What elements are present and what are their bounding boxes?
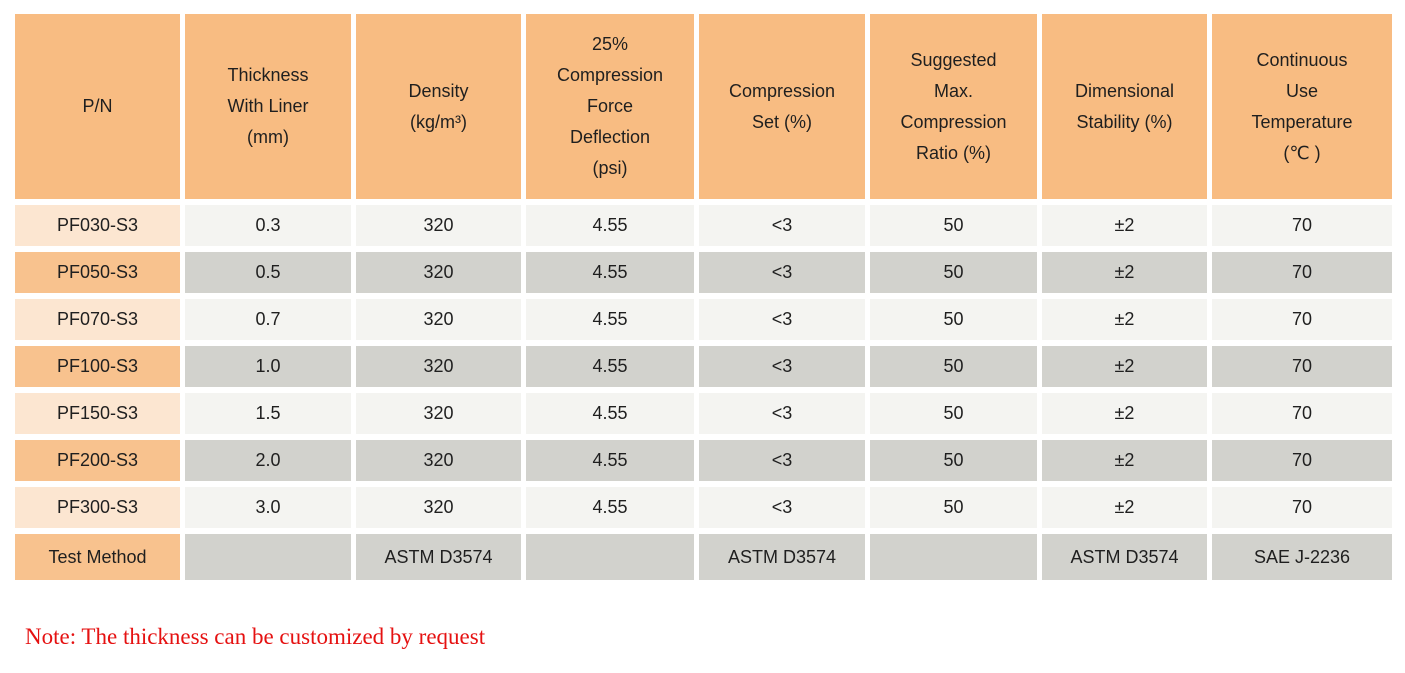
cell-pn: PF200-S3 (15, 440, 180, 481)
cell-continuous-use-temperature: SAE J-2236 (1212, 534, 1392, 580)
cell-compression-set: <3 (699, 440, 865, 481)
column-header-compression-force-deflection: 25% Compression Force Deflection (psi) (526, 14, 694, 199)
cell-pn: PF100-S3 (15, 346, 180, 387)
test-method-row: Test Method ASTM D3574 ASTM D3574 ASTM D357… (15, 534, 1392, 580)
cell-suggested-max-compression-ratio: 50 (870, 205, 1037, 246)
cell-compression-set: ASTM D3574 (699, 534, 865, 580)
cell-compression-force-deflection: 4.55 (526, 487, 694, 528)
column-header-continuous-use-temperature: Continuous Use Temperature (℃ ) (1212, 14, 1392, 199)
cell-dimensional-stability: ±2 (1042, 440, 1207, 481)
cell-density: 320 (356, 440, 521, 481)
cell-continuous-use-temperature: 70 (1212, 393, 1392, 434)
cell-pn: PF030-S3 (15, 205, 180, 246)
cell-density: 320 (356, 346, 521, 387)
cell-compression-set: <3 (699, 346, 865, 387)
cell-dimensional-stability: ±2 (1042, 487, 1207, 528)
cell-thickness-with-liner (185, 534, 351, 580)
cell-continuous-use-temperature: 70 (1212, 487, 1392, 528)
column-header-dimensional-stability: Dimensional Stability (%) (1042, 14, 1207, 199)
column-header-thickness-with-liner: Thickness With Liner (mm) (185, 14, 351, 199)
cell-pn: PF070-S3 (15, 299, 180, 340)
cell-suggested-max-compression-ratio: 50 (870, 252, 1037, 293)
table-row: PF200-S3 2.0 320 4.55 <3 50 ±2 70 (15, 440, 1392, 481)
cell-thickness-with-liner: 1.5 (185, 393, 351, 434)
column-header-pn: P/N (15, 14, 180, 199)
table-row: PF030-S3 0.3 320 4.55 <3 50 ±2 70 (15, 205, 1392, 246)
cell-pn: PF150-S3 (15, 393, 180, 434)
cell-density: 320 (356, 205, 521, 246)
cell-continuous-use-temperature: 70 (1212, 299, 1392, 340)
cell-density: ASTM D3574 (356, 534, 521, 580)
cell-thickness-with-liner: 0.3 (185, 205, 351, 246)
cell-thickness-with-liner: 2.0 (185, 440, 351, 481)
column-header-suggested-max-compression-ratio: Suggested Max. Compression Ratio (%) (870, 14, 1037, 199)
cell-pn: Test Method (15, 534, 180, 580)
cell-density: 320 (356, 487, 521, 528)
cell-compression-force-deflection: 4.55 (526, 299, 694, 340)
table-row: PF070-S3 0.7 320 4.55 <3 50 ±2 70 (15, 299, 1392, 340)
cell-pn: PF300-S3 (15, 487, 180, 528)
page: P/N Thickness With Liner (mm) Density (k… (0, 8, 1405, 673)
cell-compression-set: <3 (699, 299, 865, 340)
cell-compression-force-deflection: 4.55 (526, 346, 694, 387)
cell-suggested-max-compression-ratio: 50 (870, 440, 1037, 481)
cell-thickness-with-liner: 1.0 (185, 346, 351, 387)
spec-table: P/N Thickness With Liner (mm) Density (k… (10, 8, 1397, 586)
cell-continuous-use-temperature: 70 (1212, 440, 1392, 481)
cell-suggested-max-compression-ratio: 50 (870, 299, 1037, 340)
cell-suggested-max-compression-ratio (870, 534, 1037, 580)
cell-compression-force-deflection: 4.55 (526, 393, 694, 434)
cell-compression-force-deflection: 4.55 (526, 205, 694, 246)
cell-suggested-max-compression-ratio: 50 (870, 346, 1037, 387)
table-row: PF050-S3 0.5 320 4.55 <3 50 ±2 70 (15, 252, 1392, 293)
cell-dimensional-stability: ±2 (1042, 299, 1207, 340)
table-row: PF100-S3 1.0 320 4.55 <3 50 ±2 70 (15, 346, 1392, 387)
cell-continuous-use-temperature: 70 (1212, 205, 1392, 246)
cell-density: 320 (356, 393, 521, 434)
cell-density: 320 (356, 299, 521, 340)
cell-compression-set: <3 (699, 393, 865, 434)
cell-dimensional-stability: ASTM D3574 (1042, 534, 1207, 580)
cell-compression-set: <3 (699, 205, 865, 246)
table-row: PF150-S3 1.5 320 4.55 <3 50 ±2 70 (15, 393, 1392, 434)
cell-dimensional-stability: ±2 (1042, 252, 1207, 293)
cell-suggested-max-compression-ratio: 50 (870, 393, 1037, 434)
header-row: P/N Thickness With Liner (mm) Density (k… (15, 14, 1392, 199)
cell-dimensional-stability: ±2 (1042, 205, 1207, 246)
cell-density: 320 (356, 252, 521, 293)
cell-compression-set: <3 (699, 252, 865, 293)
cell-continuous-use-temperature: 70 (1212, 346, 1392, 387)
cell-thickness-with-liner: 3.0 (185, 487, 351, 528)
cell-pn: PF050-S3 (15, 252, 180, 293)
column-header-density: Density (kg/m³) (356, 14, 521, 199)
cell-compression-force-deflection: 4.55 (526, 252, 694, 293)
cell-thickness-with-liner: 0.5 (185, 252, 351, 293)
cell-compression-force-deflection (526, 534, 694, 580)
column-header-compression-set: Compression Set (%) (699, 14, 865, 199)
cell-suggested-max-compression-ratio: 50 (870, 487, 1037, 528)
cell-dimensional-stability: ±2 (1042, 346, 1207, 387)
cell-compression-set: <3 (699, 487, 865, 528)
note-text: Note: The thickness can be customized by… (25, 624, 486, 649)
table-row: PF300-S3 3.0 320 4.55 <3 50 ±2 70 (15, 487, 1392, 528)
cell-thickness-with-liner: 0.7 (185, 299, 351, 340)
cell-continuous-use-temperature: 70 (1212, 252, 1392, 293)
cell-dimensional-stability: ±2 (1042, 393, 1207, 434)
cell-compression-force-deflection: 4.55 (526, 440, 694, 481)
